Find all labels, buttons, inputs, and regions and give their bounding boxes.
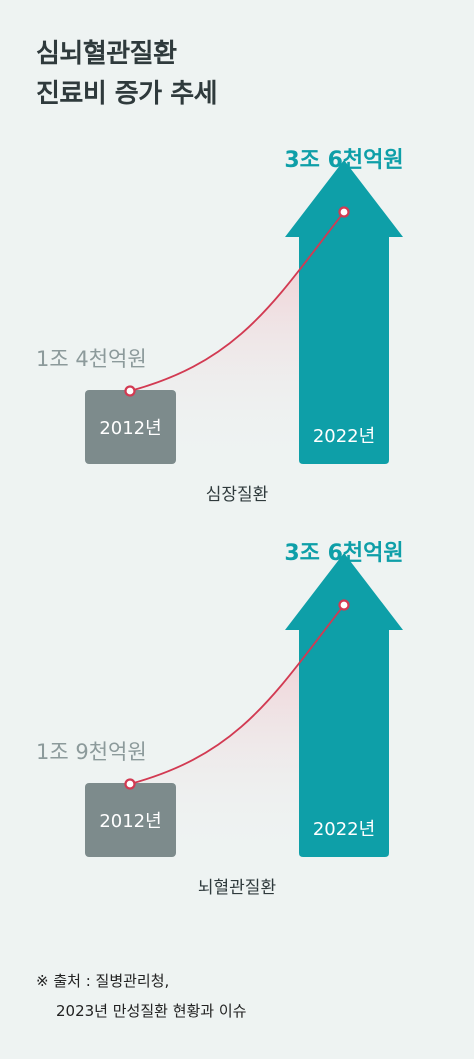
panel-caption: 심장질환 (206, 485, 269, 505)
growth-curve (129, 211, 345, 392)
title-line-2: 진료비 증가 추세 (36, 79, 218, 109)
source-line-1: ※ 출처 : 질병관리청, (36, 972, 170, 990)
point-2012 (124, 385, 136, 397)
value-label-2022: 3조 6천억원 (284, 148, 403, 173)
point-2022 (338, 599, 350, 611)
bar-2022-label: 2022년 (313, 426, 375, 447)
bar-2022-label: 2022년 (313, 819, 375, 840)
bar-2022-arrow (285, 160, 403, 464)
bar-2012-label: 2012년 (99, 811, 161, 832)
value-label-2012: 1조 9천억원 (36, 740, 147, 764)
page-title: 심뇌혈관질환 진료비 증가 추세 (36, 34, 218, 114)
bar-2022-arrow (285, 553, 403, 857)
point-2012 (124, 778, 136, 790)
growth-curve (129, 604, 345, 785)
point-2022 (338, 206, 350, 218)
value-label-2022: 3조 6천억원 (284, 541, 403, 566)
title-line-1: 심뇌혈관질환 (36, 39, 177, 69)
bar-2012-label: 2012년 (99, 418, 161, 439)
bar-2012 (85, 390, 176, 464)
source-line-2: 2023년 만성질환 현황과 이슈 (56, 1002, 247, 1020)
panel-caption: 뇌혈관질환 (198, 878, 276, 898)
source-note: ※ 출처 : 질병관리청, 2023년 만성질환 현황과 이슈 (36, 966, 246, 1026)
bar-2012 (85, 783, 176, 857)
value-label-2012: 1조 4천억원 (36, 347, 147, 371)
